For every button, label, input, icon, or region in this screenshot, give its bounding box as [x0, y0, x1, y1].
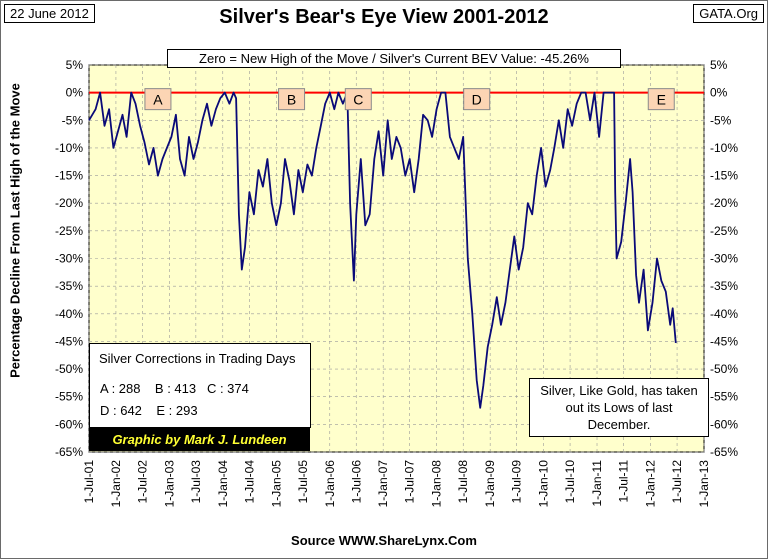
x-tick-label: 1-Jul-02: [135, 460, 149, 504]
annotation-label-box: [278, 88, 306, 111]
chart-title: Silver's Bear's Eye View 2001-2012: [219, 6, 549, 28]
note-box: Silver, Like Gold, has taken out its Low…: [529, 378, 709, 437]
y-tick-label-right: -65%: [710, 445, 738, 459]
annotation-label: D: [472, 92, 482, 108]
y-tick-label-left: 0%: [66, 86, 84, 100]
y-tick-label-left: -35%: [55, 279, 83, 293]
x-tick-label: 1-Jan-09: [483, 460, 497, 508]
site-label: GATA.Org: [693, 4, 764, 23]
annotation-label: A: [153, 92, 163, 108]
y-tick-label-right: -10%: [710, 141, 738, 155]
y-tick-label-left: 5%: [66, 58, 84, 72]
annotation-label: E: [657, 92, 666, 108]
x-tick-label: 1-Jul-11: [617, 460, 631, 503]
date-label: 22 June 2012: [4, 4, 95, 23]
y-tick-label-right: -20%: [710, 196, 738, 210]
corrections-box: Silver Corrections in Trading Days A : 2…: [89, 343, 311, 428]
x-tick-label: 1-Jan-11: [590, 460, 604, 507]
y-tick-label-right: -60%: [710, 417, 738, 431]
y-tick-label-right: -55%: [710, 390, 738, 404]
y-tick-label-left: -30%: [55, 252, 83, 266]
y-tick-label-right: 0%: [710, 86, 728, 100]
x-tick-label: 1-Jan-10: [537, 460, 551, 508]
x-tick-label: 1-Jul-03: [189, 460, 203, 504]
annotation-label: C: [353, 92, 363, 108]
x-tick-label: 1-Jul-12: [670, 460, 684, 504]
y-tick-label-left: -55%: [55, 390, 83, 404]
corrections-line-2: D : 642 E : 293: [100, 403, 198, 418]
y-tick-label-left: -15%: [55, 169, 83, 183]
x-tick-label: 1-Jan-08: [430, 460, 444, 508]
series-line: [88, 91, 677, 409]
x-tick-label: 1-Jan-05: [269, 460, 283, 508]
y-tick-label-left: -60%: [55, 417, 83, 431]
x-tick-label: 1-Jan-06: [323, 460, 337, 508]
x-tick-label: 1-Jan-12: [643, 460, 657, 508]
x-tick-label: 1-Jul-06: [349, 460, 363, 504]
x-tick-label: 1-Jan-04: [216, 460, 230, 508]
annotation-label-box: [144, 88, 172, 111]
y-tick-label-right: -35%: [710, 279, 738, 293]
x-axis-label: Source WWW.ShareLynx.Com: [291, 533, 477, 548]
y-tick-label-right: -30%: [710, 252, 738, 266]
x-tick-label: 1-Jul-05: [296, 460, 310, 504]
annotation-label-box: [344, 88, 372, 111]
y-tick-label-right: -45%: [710, 334, 738, 348]
y-tick-label-left: -45%: [55, 334, 83, 348]
y-tick-label-left: -5%: [62, 113, 84, 127]
x-tick-label: 1-Jul-09: [510, 460, 524, 504]
y-tick-label-right: -50%: [710, 362, 738, 376]
x-tick-label: 1-Jan-13: [697, 460, 711, 508]
y-tick-label-right: -15%: [710, 169, 738, 183]
x-tick-label: 1-Jan-07: [376, 460, 390, 508]
y-tick-label-right: -40%: [710, 307, 738, 321]
y-tick-label-right: -5%: [710, 113, 732, 127]
y-tick-label-right: -25%: [710, 224, 738, 238]
annotation-label-box: [463, 88, 491, 111]
chart-subtitle: Zero = New High of the Move / Silver's C…: [167, 49, 621, 68]
corrections-title: Silver Corrections in Trading Days: [99, 351, 296, 366]
x-tick-label: 1-Jul-04: [242, 460, 256, 504]
y-tick-label-left: -25%: [55, 224, 83, 238]
x-tick-label: 1-Jul-07: [403, 460, 417, 504]
x-tick-label: 1-Jul-08: [456, 460, 470, 504]
credit-bar: Graphic by Mark J. Lundeen: [89, 428, 310, 451]
y-tick-label-left: -20%: [55, 196, 83, 210]
y-axis-label: Percentage Decline From Last High of the…: [7, 83, 23, 378]
x-tick-label: 1-Jul-01: [82, 460, 96, 504]
x-tick-label: 1-Jan-02: [109, 460, 123, 508]
y-tick-label-left: -65%: [55, 445, 83, 459]
annotation-label-box: [647, 88, 675, 111]
y-tick-label-right: 5%: [710, 58, 728, 72]
x-tick-label: 1-Jul-10: [563, 460, 577, 504]
y-tick-label-left: -50%: [55, 362, 83, 376]
y-tick-label-left: -40%: [55, 307, 83, 321]
annotation-label: B: [287, 92, 296, 108]
x-tick-label: 1-Jan-03: [162, 460, 176, 508]
corrections-line-1: A : 288 B : 413 C : 374: [100, 381, 249, 396]
y-tick-label-left: -10%: [55, 141, 83, 155]
